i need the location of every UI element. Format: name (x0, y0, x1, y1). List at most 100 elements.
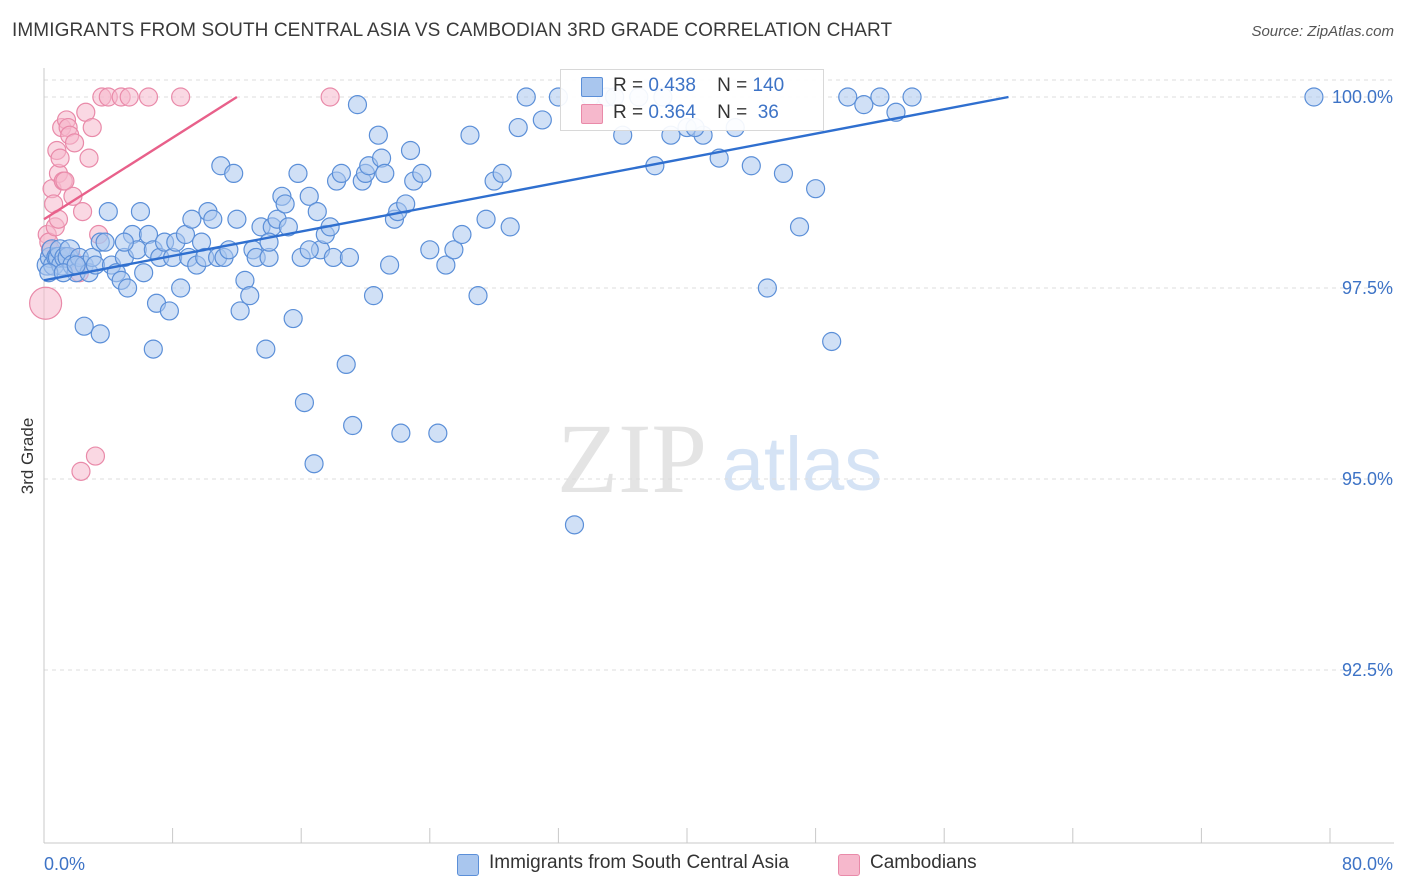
blue-trend-line (43, 95, 1009, 282)
trend-lines (43, 95, 1009, 282)
blue-point (203, 209, 223, 229)
legend-n-value-2: 36 (757, 102, 779, 123)
blue-point (380, 255, 400, 275)
blue-point (396, 194, 416, 214)
blue-point (822, 331, 842, 352)
blue-point (283, 308, 303, 329)
pink-point (64, 133, 85, 153)
blue-point (854, 95, 874, 115)
blue-point (508, 117, 528, 138)
pink-point (72, 202, 93, 222)
blue-point (773, 163, 794, 183)
y-tick-label: 100.0% (1332, 87, 1393, 107)
pink-point (71, 461, 91, 481)
legend-r-label-1: R = (613, 75, 644, 96)
blue-point (143, 339, 163, 359)
pink-point (320, 87, 340, 107)
blue-point (339, 247, 360, 268)
blue-point (240, 286, 260, 306)
pink-point (171, 87, 191, 107)
pink-point (79, 148, 99, 168)
y-tick-label: 97.5% (1342, 278, 1393, 298)
blue-point (428, 423, 448, 443)
blue-point (95, 232, 115, 252)
blue-point (375, 163, 395, 183)
blue-point (436, 255, 456, 275)
blue-point (347, 95, 368, 115)
tick-labels: 92.5% 95.0% 97.5% 100.0% 0.0% 80.0% (44, 87, 1393, 874)
bottom-blue-swatch (457, 854, 479, 876)
pink-point (50, 148, 70, 168)
blue-point (288, 163, 308, 183)
blue-point (230, 301, 250, 321)
pink-point (55, 171, 75, 191)
blue-point (134, 263, 154, 283)
blue-point (256, 339, 276, 359)
blue-point (532, 110, 552, 130)
pink-trend-line (43, 95, 238, 221)
blue-point (789, 217, 810, 237)
axes (43, 68, 1394, 844)
blue-point (870, 87, 890, 107)
blue-point (224, 163, 244, 183)
blue-point (304, 454, 324, 474)
pink-swatch (581, 104, 603, 124)
blue-point (336, 354, 356, 374)
blue-point (902, 87, 922, 107)
blue-point (564, 515, 585, 535)
blue-point (492, 163, 512, 183)
blue-point (468, 286, 488, 306)
blue-point (757, 278, 777, 298)
blue-point (331, 163, 351, 183)
source-label: Source: ZipAtlas.com (1251, 23, 1394, 40)
pink-point (29, 286, 63, 320)
blue-point (294, 393, 315, 413)
correlation-legend: R = 0.438 N = 140 R = 0.364 N = 36 (560, 69, 824, 131)
blue-point (805, 179, 826, 199)
blue-point (343, 415, 363, 436)
blue-point (117, 278, 138, 298)
blue-point (391, 423, 411, 443)
watermark-atlas: atlas (722, 422, 883, 507)
chart-title: IMMIGRANTS FROM SOUTH CENTRAL ASIA VS CA… (12, 20, 893, 41)
blue-point (400, 140, 421, 161)
blue-point (98, 202, 118, 222)
blue-point (1304, 87, 1324, 107)
x-tick-label: 0.0% (44, 854, 85, 874)
y-tick-label: 95.0% (1342, 469, 1393, 489)
watermark: ZIP atlas (557, 403, 882, 514)
y-axis-title: 3rd Grade (18, 418, 37, 495)
gridlines (44, 79, 1394, 671)
blue-point (741, 156, 761, 176)
legend-r-value-2: 0.364 (648, 102, 696, 123)
y-tick-label: 92.5% (1342, 660, 1393, 680)
legend-n-label-1: N = (717, 75, 748, 96)
blue-point (363, 286, 384, 306)
blue-point (444, 240, 464, 260)
blue-point (476, 209, 496, 229)
blue-point (227, 209, 247, 229)
blue-point (460, 125, 480, 145)
blue-point (182, 209, 202, 229)
blue-point (516, 87, 536, 107)
blue-point (420, 240, 440, 260)
x-tick-label: 80.0% (1342, 854, 1393, 874)
blue-point (500, 217, 520, 237)
blue-point (299, 240, 319, 260)
blue-point (368, 125, 388, 145)
blue-point (838, 87, 858, 107)
pink-point (82, 117, 102, 138)
legend-r-value-1: 0.438 (648, 75, 696, 96)
blue-point (278, 217, 298, 237)
legend-n-value-1: 140 (752, 75, 785, 96)
blue-point (412, 163, 432, 183)
south-central-asia-points (36, 87, 1324, 535)
blue-point (114, 232, 134, 252)
blue-point (275, 194, 295, 214)
blue-point (171, 278, 191, 298)
blue-point (307, 202, 327, 222)
pink-point (138, 87, 159, 107)
blue-point (159, 301, 179, 321)
watermark-zip: ZIP (557, 403, 707, 514)
